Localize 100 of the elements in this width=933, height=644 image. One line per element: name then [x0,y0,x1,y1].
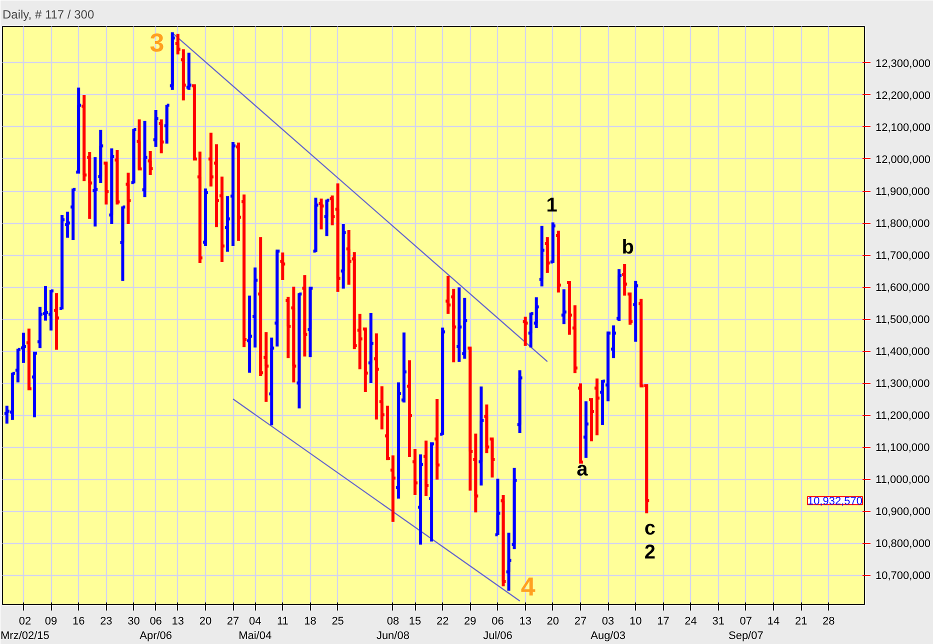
candlestick [69,186,78,242]
candlestick [312,196,320,254]
candlestick [632,279,640,344]
candlestick [124,171,132,226]
candlestick [548,220,557,265]
x-tick-label: 11 [276,616,288,628]
x-tick-label: 13 [519,616,532,628]
candlestick [229,140,238,248]
candlestick [290,285,298,384]
x-tick-label: 10 [630,616,642,628]
candlestick [306,286,314,359]
x-tick-label: 27 [226,616,240,628]
y-tick-label: 10,900,000 [876,506,931,518]
y-tick-label: 12,200,000 [876,90,931,102]
annotation: a [576,458,589,480]
candlestick [334,182,342,294]
x-tick-label: 04 Mai/04 [238,616,272,642]
x-tick-label: 07 Sep/07 [728,616,764,642]
candlestick [560,288,568,326]
x-tick-label: 30 [128,616,140,628]
y-tick-label: 12,300,000 [876,58,931,70]
x-tick-label: 25 [332,616,344,628]
y-tick-label: 11,000,000 [876,474,930,486]
candlestick [52,292,61,352]
annotation: 1 [546,194,558,216]
candlestick [543,236,552,274]
candlestick [108,146,116,226]
candlestick [428,440,436,543]
candlestick [366,311,375,385]
candlestick [615,268,624,322]
candlestick [406,358,414,458]
candlestick [268,336,276,427]
y-tick-label: 11,800,000 [876,218,930,230]
candlestick [184,51,193,92]
y-tick-label: 11,900,000 [876,186,930,198]
candlestick [140,119,149,199]
y-tick-label: 11,400,000 [876,346,930,358]
x-tick-label: 31 [712,616,724,628]
candlestick [168,30,176,92]
x-tick-label: 20 [199,616,212,628]
candlestick [433,398,442,482]
candlestick [212,142,220,229]
x-tick-label: 08 Jun/08 [376,616,410,642]
candlestick [201,186,210,248]
candlestick [499,494,508,588]
y-tick-label: 11,500,000 [876,314,930,326]
candlestick [273,250,282,348]
candlestick [278,250,287,282]
x-tick-label: 16 [72,616,85,628]
x-tick-label: 03 Aug/03 [590,616,626,642]
x-tick-label: 29 [464,616,476,628]
x-tick-label: 14 [767,616,780,628]
x-tick-label: 06 Jul/06 [483,616,512,642]
candlestick [516,368,524,434]
y-tick-label: 11,100,000 [876,442,930,454]
y-tick-label: 11,300,000 [876,378,930,390]
x-tick-label: 15 [408,616,422,628]
candlestick [24,327,33,390]
candlestick [162,103,171,146]
candlestick [157,118,166,155]
y-tick-label: 11,600,000 [876,282,930,294]
candlestick [416,452,425,546]
candlestick [30,352,38,419]
x-tick-label: 28 [822,616,835,628]
candlestick [339,222,348,290]
candlestick [130,127,138,185]
candlestick [135,118,144,172]
x-tick-label: 22 [436,616,449,628]
candlestick [538,224,546,288]
x-tick-label: 09 [44,616,58,628]
candlestick [102,162,110,206]
x-tick-label: 27 [574,616,587,628]
y-tick-label: 12,000,000 [876,154,931,166]
candlestick [118,204,127,282]
y-tick-label: 11,200,000 [876,410,930,422]
candlestick [74,86,83,174]
x-tick-label: 24 [684,616,697,628]
candlestick [146,149,154,176]
chart-title: Daily, # 117 / 300 [2,8,94,22]
candlestick [394,380,402,500]
candlestick [295,292,304,410]
candlestick [317,197,326,231]
annotation: 2 [644,542,656,564]
x-tick-label: 06 Apr/06 [140,616,172,642]
x-tick-label: 17 [657,616,670,628]
candlestick [113,148,122,206]
candlestick [477,385,486,487]
candlestick [422,439,430,498]
x-tick-label: 21 [794,616,808,628]
candlestick [152,108,160,148]
x-tick-label: 20 [546,616,560,628]
y-tick-label: 10,800,000 [876,538,931,550]
annotation: c [644,518,656,540]
candlestick [582,400,590,460]
y-tick-label: 12,100,000 [876,122,931,134]
y-tick-label: 11,700,000 [876,250,930,262]
candlestick [411,447,420,497]
candlestick [455,286,464,364]
candlestick [47,288,56,332]
x-tick-label: 13 [172,616,184,628]
